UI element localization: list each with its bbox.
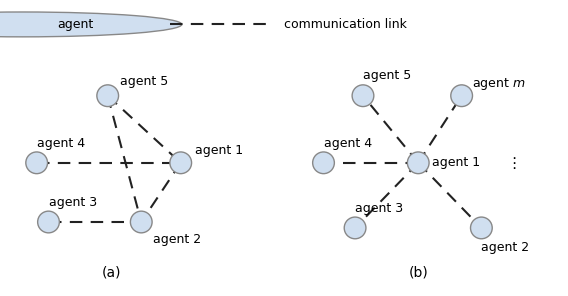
Text: agent $m$: agent $m$ [471, 76, 525, 92]
Text: agent 1: agent 1 [194, 144, 243, 157]
Text: agent 3: agent 3 [48, 196, 97, 209]
Circle shape [470, 217, 492, 239]
Circle shape [37, 211, 60, 233]
Circle shape [407, 152, 429, 174]
Circle shape [170, 152, 191, 174]
Text: agent 1: agent 1 [432, 156, 480, 169]
Text: agent 4: agent 4 [324, 136, 371, 149]
Circle shape [0, 12, 182, 37]
Circle shape [312, 152, 335, 174]
Text: (b): (b) [408, 266, 428, 279]
Text: agent 5: agent 5 [363, 70, 411, 83]
Circle shape [451, 85, 473, 107]
Circle shape [131, 211, 152, 233]
Text: agent 2: agent 2 [153, 233, 201, 246]
Text: agent 5: agent 5 [119, 75, 168, 89]
Text: (a): (a) [102, 266, 122, 279]
Text: agent 4: agent 4 [37, 136, 85, 149]
Circle shape [352, 85, 374, 107]
Circle shape [26, 152, 48, 174]
Text: agent 2: agent 2 [481, 241, 529, 254]
Text: agent: agent [57, 18, 93, 31]
Text: agent 3: agent 3 [355, 202, 403, 215]
Circle shape [344, 217, 366, 239]
Text: communication link: communication link [284, 18, 407, 31]
Text: $\vdots$: $\vdots$ [506, 155, 516, 171]
Circle shape [97, 85, 119, 107]
